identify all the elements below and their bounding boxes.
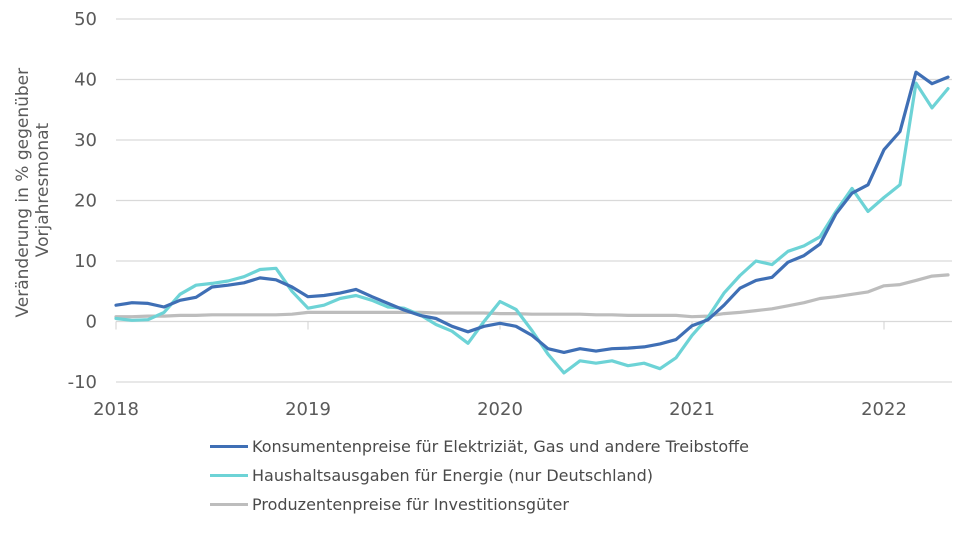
y-axis-ticks: -10 0 10 20 30 40 50 <box>68 9 97 393</box>
legend-label-household-energy: Haushaltsausgaben für Energie (nur Deuts… <box>252 466 653 485</box>
gridlines <box>116 18 952 383</box>
x-tick-label: 2022 <box>861 399 907 420</box>
legend-swatch-household-energy <box>210 474 248 477</box>
y-tick-label: 50 <box>74 9 97 30</box>
x-tick-label: 2021 <box>669 399 715 420</box>
legend: Konsumentenpreise für Elektriziät, Gas u… <box>210 432 749 519</box>
y-tick-label: 30 <box>74 130 97 151</box>
legend-swatch-producer-prices <box>210 503 248 506</box>
y-axis-label-line-1: Veränderung in % gegenüber <box>13 68 33 318</box>
series-line-producer-prices <box>114 273 950 319</box>
series-line-household-energy <box>114 81 950 375</box>
y-axis-label: Veränderung in % gegenüber Vorjahresmona… <box>13 62 53 317</box>
y-tick-label: 10 <box>74 251 97 272</box>
legend-item-consumer-energy: Konsumentenpreise für Elektriziät, Gas u… <box>210 432 749 461</box>
legend-item-household-energy: Haushaltsausgaben für Energie (nur Deuts… <box>210 461 749 490</box>
x-axis-ticks: 2018 2019 2020 2021 2022 <box>93 321 907 420</box>
series-line-consumer-energy <box>114 70 950 354</box>
series-lines <box>114 70 950 375</box>
line-chart: -10 0 10 20 30 40 50 2018 2019 2020 2021 2022 Verä… <box>13 9 952 420</box>
y-tick-label: 20 <box>74 191 97 212</box>
y-tick-label: 40 <box>74 70 97 91</box>
y-tick-label: -10 <box>68 372 97 393</box>
x-tick-label: 2018 <box>93 399 139 420</box>
legend-label-producer-prices: Produzentenpreise für Investitionsgüter <box>252 495 569 514</box>
y-axis-label-line-2: Vorjahresmonat <box>33 122 53 257</box>
x-tick-label: 2019 <box>285 399 331 420</box>
legend-swatch-consumer-energy <box>210 445 248 448</box>
legend-item-producer-prices: Produzentenpreise für Investitionsgüter <box>210 490 749 519</box>
x-tick-label: 2020 <box>477 399 523 420</box>
y-tick-label: 0 <box>86 312 97 333</box>
legend-label-consumer-energy: Konsumentenpreise für Elektriziät, Gas u… <box>252 437 749 456</box>
